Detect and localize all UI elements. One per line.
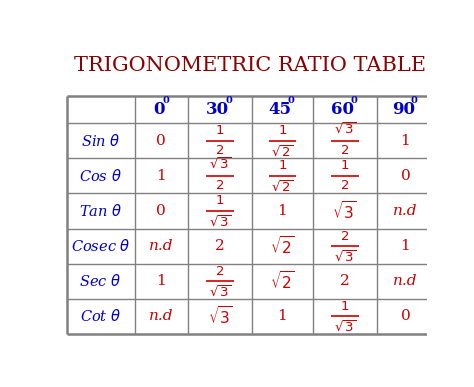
Bar xyxy=(66,96,434,334)
Text: n.d: n.d xyxy=(393,274,418,288)
Text: $1$: $1$ xyxy=(278,124,287,137)
Text: Tan $\theta$: Tan $\theta$ xyxy=(79,203,122,219)
Text: 2: 2 xyxy=(340,274,350,288)
Text: 0: 0 xyxy=(401,310,410,324)
Text: $2$: $2$ xyxy=(340,144,349,157)
Text: $1$: $1$ xyxy=(340,300,349,313)
Text: 0: 0 xyxy=(156,134,166,147)
Text: 1: 1 xyxy=(401,239,410,253)
Text: $2$: $2$ xyxy=(340,229,349,243)
Text: 1: 1 xyxy=(156,274,166,288)
Text: Cot $\theta$: Cot $\theta$ xyxy=(80,308,121,324)
Text: $\sqrt{3}$: $\sqrt{3}$ xyxy=(209,285,231,300)
Text: $1$: $1$ xyxy=(278,159,287,172)
Text: 0: 0 xyxy=(401,169,410,183)
Text: $2$: $2$ xyxy=(215,179,225,192)
Text: 1: 1 xyxy=(278,204,287,218)
Text: $\sqrt{2}$: $\sqrt{2}$ xyxy=(270,235,295,257)
Text: 0: 0 xyxy=(288,96,295,105)
Text: $1$: $1$ xyxy=(215,124,225,137)
Text: $\sqrt{3}$: $\sqrt{3}$ xyxy=(332,200,357,222)
Text: $\sqrt{2}$: $\sqrt{2}$ xyxy=(270,270,295,292)
Text: 0: 0 xyxy=(153,101,165,118)
Text: 0: 0 xyxy=(351,96,357,105)
Text: 0: 0 xyxy=(163,96,169,105)
Text: 0: 0 xyxy=(410,96,417,105)
Text: $\sqrt{3}$: $\sqrt{3}$ xyxy=(334,320,356,335)
Text: 45: 45 xyxy=(268,101,292,118)
Text: $\sqrt{3}$: $\sqrt{3}$ xyxy=(209,157,231,172)
Text: $\sqrt{2}$: $\sqrt{2}$ xyxy=(271,179,293,195)
Text: n.d: n.d xyxy=(393,204,418,218)
Text: n.d: n.d xyxy=(149,239,173,253)
Text: 0: 0 xyxy=(156,204,166,218)
Text: Sin $\theta$: Sin $\theta$ xyxy=(81,133,120,149)
Text: $1$: $1$ xyxy=(340,159,349,172)
Text: Cos $\theta$: Cos $\theta$ xyxy=(79,168,122,184)
Text: $\sqrt{3}$: $\sqrt{3}$ xyxy=(334,122,356,137)
Text: $\sqrt{3}$: $\sqrt{3}$ xyxy=(209,214,231,229)
Text: 2: 2 xyxy=(215,239,225,253)
Text: 1: 1 xyxy=(401,134,410,147)
Text: 1: 1 xyxy=(278,310,287,324)
Text: $\sqrt{3}$: $\sqrt{3}$ xyxy=(334,250,356,265)
Text: n.d: n.d xyxy=(149,310,173,324)
Text: 1: 1 xyxy=(156,169,166,183)
Text: $2$: $2$ xyxy=(340,179,349,192)
Text: TRIGONOMETRIC RATIO TABLE: TRIGONOMETRIC RATIO TABLE xyxy=(74,57,426,75)
Text: 30: 30 xyxy=(206,101,229,118)
Text: $2$: $2$ xyxy=(215,265,225,278)
Text: $1$: $1$ xyxy=(215,194,225,207)
Text: 90: 90 xyxy=(392,101,415,118)
Text: Cosec $\theta$: Cosec $\theta$ xyxy=(71,238,130,254)
Text: $2$: $2$ xyxy=(215,144,225,157)
Text: $\sqrt{2}$: $\sqrt{2}$ xyxy=(271,144,293,159)
Text: $\sqrt{3}$: $\sqrt{3}$ xyxy=(208,305,232,327)
Text: 0: 0 xyxy=(226,96,233,105)
Text: 60: 60 xyxy=(331,101,354,118)
Text: Sec $\theta$: Sec $\theta$ xyxy=(80,273,122,289)
